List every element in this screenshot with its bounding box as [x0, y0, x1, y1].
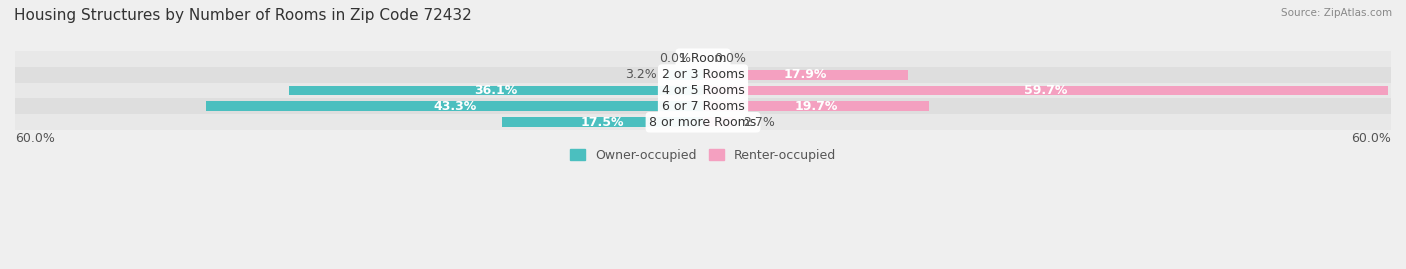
Text: 17.9%: 17.9%	[785, 68, 827, 81]
Bar	[703, 117, 734, 127]
Text: 36.1%: 36.1%	[474, 84, 517, 97]
Text: 59.7%: 59.7%	[1024, 84, 1067, 97]
Bar	[703, 70, 908, 80]
Text: 19.7%: 19.7%	[794, 100, 838, 113]
Bar	[15, 67, 1391, 83]
Text: 4 or 5 Rooms: 4 or 5 Rooms	[662, 84, 744, 97]
Bar	[502, 117, 703, 127]
Text: 0.0%: 0.0%	[659, 52, 692, 65]
Text: 1 Room: 1 Room	[679, 52, 727, 65]
Text: 60.0%: 60.0%	[1351, 132, 1391, 145]
Text: 0.0%: 0.0%	[714, 52, 747, 65]
Text: 3.2%: 3.2%	[626, 68, 657, 81]
Text: 43.3%: 43.3%	[433, 100, 477, 113]
Bar	[703, 86, 1388, 95]
Text: Housing Structures by Number of Rooms in Zip Code 72432: Housing Structures by Number of Rooms in…	[14, 8, 472, 23]
Text: 2 or 3 Rooms: 2 or 3 Rooms	[662, 68, 744, 81]
Bar	[15, 114, 1391, 130]
Bar	[15, 51, 1391, 67]
Bar	[290, 86, 703, 95]
Text: 2.7%: 2.7%	[744, 116, 775, 129]
Legend: Owner-occupied, Renter-occupied: Owner-occupied, Renter-occupied	[565, 144, 841, 167]
Text: 17.5%: 17.5%	[581, 116, 624, 129]
Bar	[207, 101, 703, 111]
Bar	[15, 83, 1391, 98]
Text: 60.0%: 60.0%	[15, 132, 55, 145]
Bar	[15, 98, 1391, 114]
Text: 6 or 7 Rooms: 6 or 7 Rooms	[662, 100, 744, 113]
Bar	[666, 70, 703, 80]
Text: 8 or more Rooms: 8 or more Rooms	[650, 116, 756, 129]
Bar	[703, 101, 929, 111]
Text: Source: ZipAtlas.com: Source: ZipAtlas.com	[1281, 8, 1392, 18]
